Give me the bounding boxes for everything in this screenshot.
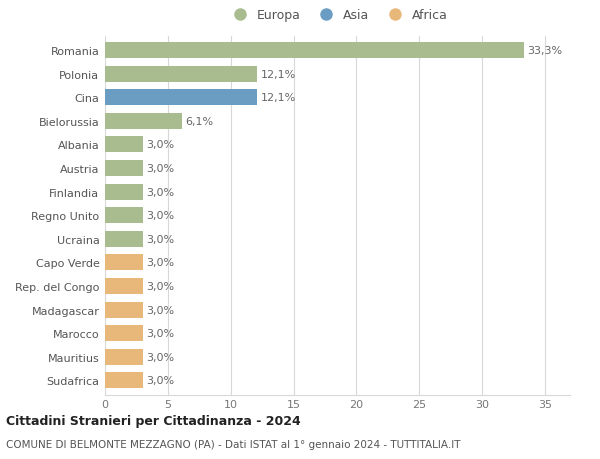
- Text: 3,0%: 3,0%: [146, 234, 175, 244]
- Bar: [105, 43, 523, 59]
- Bar: [105, 113, 182, 129]
- Text: 3,0%: 3,0%: [146, 352, 175, 362]
- Legend: Europa, Asia, Africa: Europa, Asia, Africa: [222, 4, 453, 27]
- Text: 3,0%: 3,0%: [146, 281, 175, 291]
- Bar: [105, 302, 143, 318]
- Text: 3,0%: 3,0%: [146, 258, 175, 268]
- Text: 3,0%: 3,0%: [146, 305, 175, 315]
- Text: 3,0%: 3,0%: [146, 140, 175, 150]
- Text: 6,1%: 6,1%: [185, 117, 214, 127]
- Text: 12,1%: 12,1%: [261, 69, 296, 79]
- Bar: [105, 90, 257, 106]
- Text: 3,0%: 3,0%: [146, 329, 175, 338]
- Text: 3,0%: 3,0%: [146, 375, 175, 386]
- Bar: [105, 161, 143, 177]
- Bar: [105, 255, 143, 271]
- Bar: [105, 349, 143, 365]
- Text: COMUNE DI BELMONTE MEZZAGNO (PA) - Dati ISTAT al 1° gennaio 2024 - TUTTITALIA.IT: COMUNE DI BELMONTE MEZZAGNO (PA) - Dati …: [6, 440, 461, 449]
- Text: Cittadini Stranieri per Cittadinanza - 2024: Cittadini Stranieri per Cittadinanza - 2…: [6, 414, 301, 428]
- Text: 33,3%: 33,3%: [527, 46, 562, 56]
- Bar: [105, 231, 143, 247]
- Text: 3,0%: 3,0%: [146, 211, 175, 221]
- Bar: [105, 67, 257, 83]
- Bar: [105, 325, 143, 341]
- Bar: [105, 373, 143, 389]
- Text: 12,1%: 12,1%: [261, 93, 296, 103]
- Text: 3,0%: 3,0%: [146, 187, 175, 197]
- Bar: [105, 184, 143, 200]
- Bar: [105, 137, 143, 153]
- Bar: [105, 278, 143, 294]
- Text: 3,0%: 3,0%: [146, 163, 175, 174]
- Bar: [105, 208, 143, 224]
